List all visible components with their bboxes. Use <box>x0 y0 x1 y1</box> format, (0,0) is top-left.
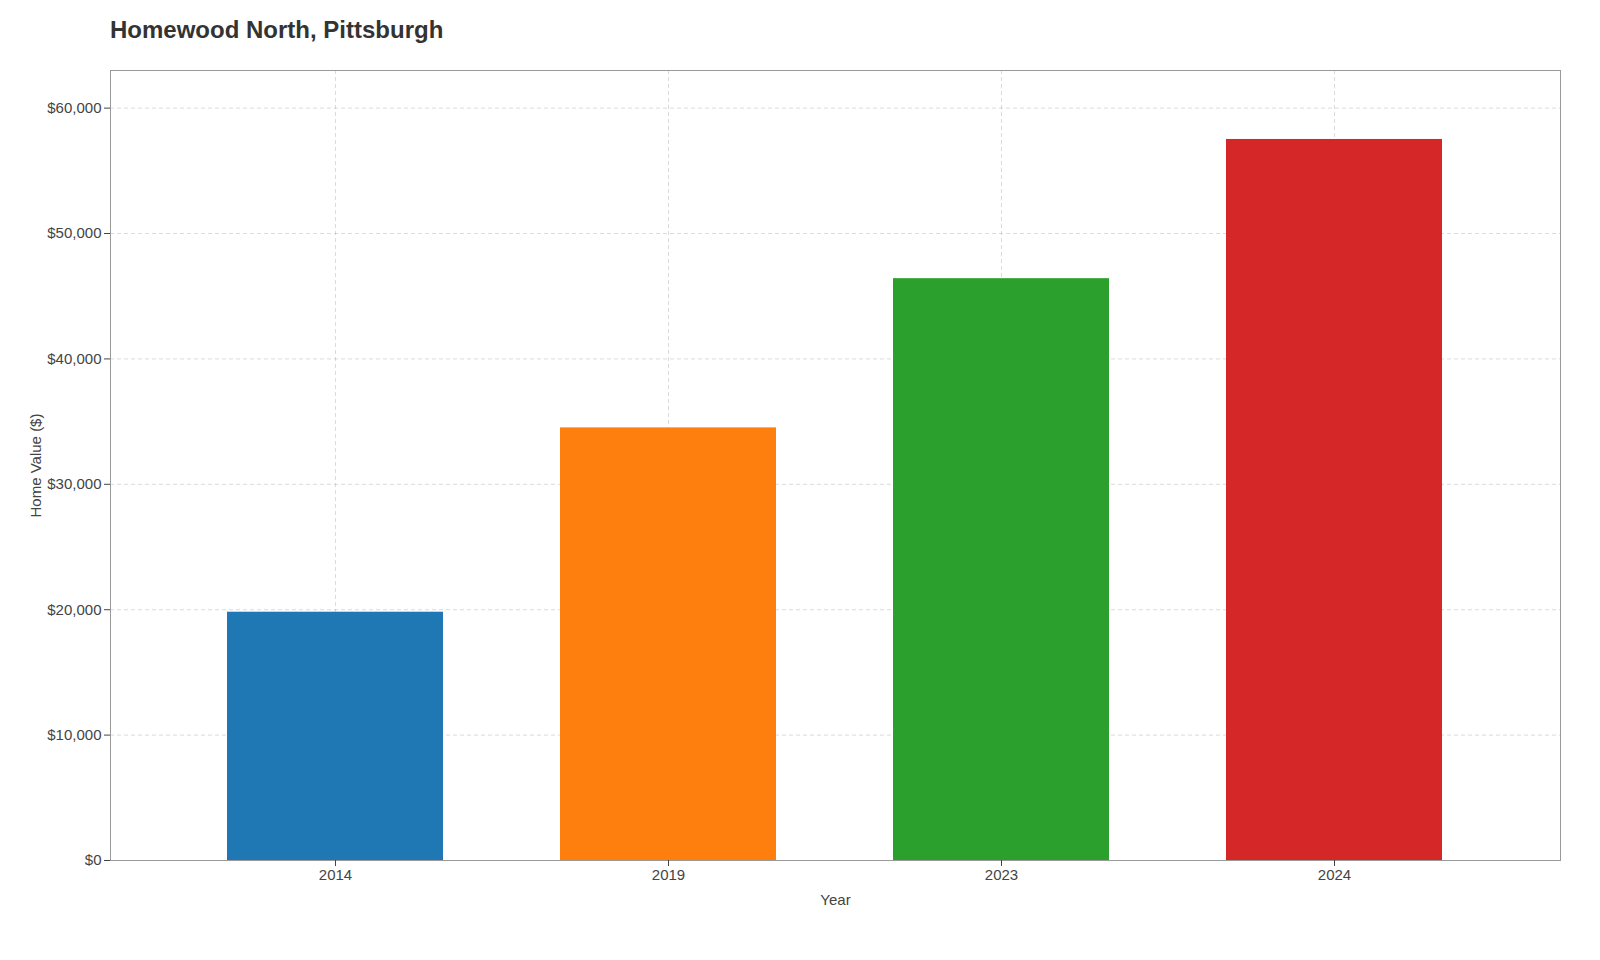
svg-text:$20,000: $20,000 <box>47 601 101 618</box>
svg-text:2023: 2023 <box>985 866 1018 883</box>
svg-text:$10,000: $10,000 <box>47 726 101 743</box>
svg-text:$60,000: $60,000 <box>47 99 101 116</box>
svg-text:2019: 2019 <box>652 866 685 883</box>
svg-text:$0: $0 <box>85 851 102 868</box>
svg-text:Home Value ($): Home Value ($) <box>27 414 44 518</box>
svg-text:Year: Year <box>820 891 850 908</box>
svg-text:2024: 2024 <box>1318 866 1351 883</box>
svg-text:2014: 2014 <box>319 866 352 883</box>
svg-text:$30,000: $30,000 <box>47 475 101 492</box>
svg-text:$50,000: $50,000 <box>47 224 101 241</box>
svg-text:$40,000: $40,000 <box>47 350 101 367</box>
html-text:Homewood North, Pittsburgh: Homewood North, Pittsburgh <box>110 16 444 43</box>
